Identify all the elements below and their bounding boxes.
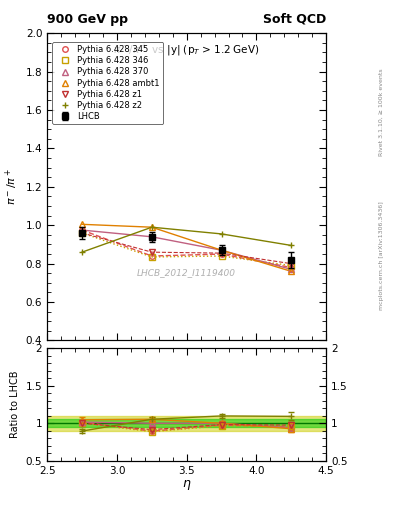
Text: mcplots.cern.ch [arXiv:1306.3436]: mcplots.cern.ch [arXiv:1306.3436] bbox=[379, 202, 384, 310]
Line: Pythia 6.428 370: Pythia 6.428 370 bbox=[79, 227, 294, 272]
Pythia 6.428 346 bbox=[219, 253, 224, 259]
Pythia 6.428 z1 bbox=[149, 249, 154, 255]
Pythia 6.428 370 bbox=[219, 247, 224, 253]
Pythia 6.428 ambt1 bbox=[289, 268, 294, 274]
Line: Pythia 6.428 z1: Pythia 6.428 z1 bbox=[79, 230, 294, 266]
Pythia 6.428 ambt1 bbox=[149, 224, 154, 230]
Pythia 6.428 346 bbox=[149, 254, 154, 260]
Pythia 6.428 z1 bbox=[219, 250, 224, 256]
Pythia 6.428 345 bbox=[149, 253, 154, 259]
Line: Pythia 6.428 345: Pythia 6.428 345 bbox=[79, 227, 294, 270]
Legend: Pythia 6.428 345, Pythia 6.428 346, Pythia 6.428 370, Pythia 6.428 ambt1, Pythia: Pythia 6.428 345, Pythia 6.428 346, Pyth… bbox=[52, 42, 163, 124]
Pythia 6.428 z2 bbox=[289, 242, 294, 248]
Pythia 6.428 345 bbox=[80, 227, 84, 233]
Line: Pythia 6.428 ambt1: Pythia 6.428 ambt1 bbox=[79, 222, 294, 274]
Pythia 6.428 345 bbox=[289, 264, 294, 270]
Text: LHCB_2012_I1119400: LHCB_2012_I1119400 bbox=[137, 268, 236, 278]
Line: Pythia 6.428 346: Pythia 6.428 346 bbox=[79, 230, 294, 268]
X-axis label: $\eta$: $\eta$ bbox=[182, 478, 191, 493]
Pythia 6.428 z1 bbox=[80, 230, 84, 236]
Line: Pythia 6.428 z2: Pythia 6.428 z2 bbox=[79, 224, 294, 255]
Pythia 6.428 370 bbox=[149, 233, 154, 240]
Pythia 6.428 z2 bbox=[219, 231, 224, 237]
Pythia 6.428 ambt1 bbox=[219, 247, 224, 253]
Pythia 6.428 370 bbox=[80, 227, 84, 233]
Y-axis label: $\pi^-/\pi^+$: $\pi^-/\pi^+$ bbox=[4, 168, 20, 205]
Pythia 6.428 z2 bbox=[149, 224, 154, 230]
Text: Rivet 3.1.10, ≥ 100k events: Rivet 3.1.10, ≥ 100k events bbox=[379, 69, 384, 157]
Y-axis label: Ratio to LHCB: Ratio to LHCB bbox=[10, 371, 20, 438]
Text: $\pi^-/\pi^+$ vs |y| (p$_T$ > 1.2 GeV): $\pi^-/\pi^+$ vs |y| (p$_T$ > 1.2 GeV) bbox=[114, 42, 260, 57]
Pythia 6.428 ambt1 bbox=[80, 221, 84, 227]
Text: Soft QCD: Soft QCD bbox=[263, 13, 326, 26]
Pythia 6.428 z1 bbox=[289, 261, 294, 267]
Pythia 6.428 346 bbox=[80, 230, 84, 236]
Pythia 6.428 346 bbox=[289, 263, 294, 269]
Pythia 6.428 370 bbox=[289, 266, 294, 272]
Pythia 6.428 345 bbox=[219, 251, 224, 257]
Pythia 6.428 z2 bbox=[80, 249, 84, 255]
Text: 900 GeV pp: 900 GeV pp bbox=[47, 13, 128, 26]
